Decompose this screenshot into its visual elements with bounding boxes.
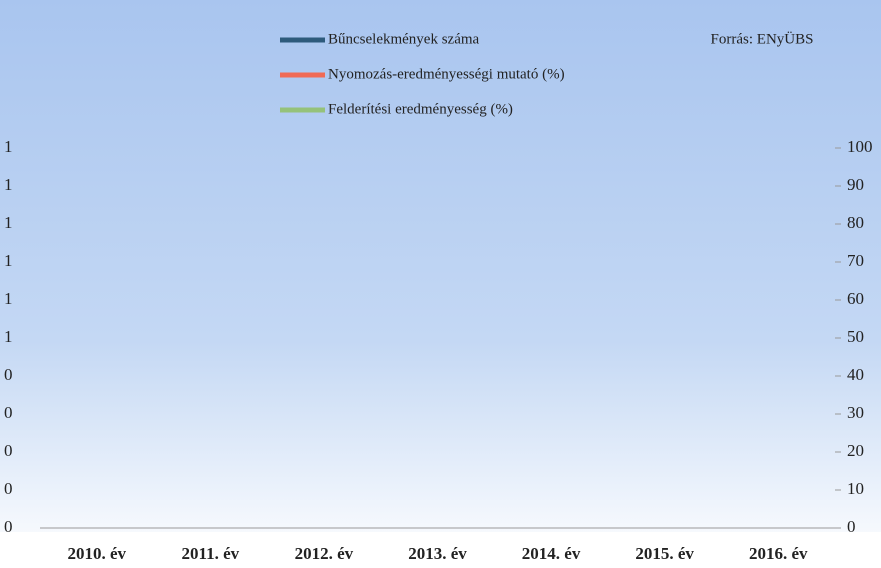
source: Forrás: ENyÜBS	[711, 30, 814, 47]
y-tick-label: 1	[4, 327, 13, 346]
y-tick-label: 1	[4, 175, 13, 194]
legend-label: Nyomozás-eredményességi mutató (%)	[328, 66, 565, 82]
y-tick-label: 1	[4, 251, 13, 270]
x-tick-label: 2010. év	[68, 544, 127, 563]
y2-tick-label: 60	[847, 289, 864, 308]
x-tick-label: 2016. év	[749, 544, 808, 563]
y-tick-label: 1	[4, 137, 13, 156]
y2-tick-label: 70	[847, 251, 864, 270]
legend-label: Felderítési eredményesség (%)	[328, 101, 513, 117]
y2-tick-label: 40	[847, 365, 864, 384]
y2-tick-label: 20	[847, 441, 864, 460]
x-tick-label: 2013. év	[408, 544, 467, 563]
y2-tick-label: 80	[847, 213, 864, 232]
y-tick-label: 0	[4, 441, 13, 460]
y-tick-label: 0	[4, 365, 13, 384]
y-tick-label: 1	[4, 213, 13, 232]
y2-tick-label: 90	[847, 175, 864, 194]
legend-label: Bűncselekmények száma	[328, 31, 480, 47]
x-tick-label: 2011. év	[182, 544, 240, 563]
y2-tick-label: 100	[847, 137, 873, 156]
y-tick-label: 0	[4, 517, 13, 536]
y2-tick-label: 30	[847, 403, 864, 422]
y2-tick-label: 0	[847, 517, 856, 536]
x-tick-label: 2015. év	[635, 544, 694, 563]
y2-tick-label: 50	[847, 327, 864, 346]
y-tick-label: 0	[4, 479, 13, 498]
y2-tick-label: 10	[847, 479, 864, 498]
y-tick-label: 1	[4, 289, 13, 308]
x-tick-label: 2012. év	[295, 544, 354, 563]
footer-bg	[0, 532, 881, 568]
y-tick-label: 0	[4, 403, 13, 422]
x-tick-label: 2014. év	[522, 544, 581, 563]
